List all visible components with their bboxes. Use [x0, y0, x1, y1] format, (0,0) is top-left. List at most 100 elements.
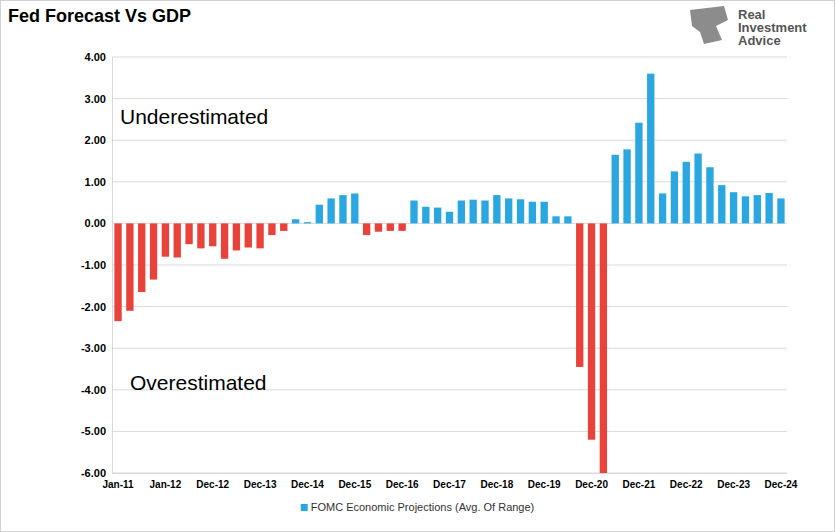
bar — [754, 195, 761, 223]
y-tick-label: 2.00 — [85, 134, 106, 146]
grid-line — [112, 348, 787, 349]
title: Fed Forecast Vs GDP — [8, 6, 191, 26]
bar — [422, 207, 429, 224]
bar — [398, 223, 405, 230]
x-tick-label: Dec-15 — [338, 479, 371, 490]
logo: RealInvestmentAdvice — [690, 6, 807, 48]
bar — [446, 212, 453, 224]
grid-line — [112, 57, 787, 58]
bar — [612, 155, 619, 224]
grid-line — [112, 473, 787, 474]
bar — [174, 223, 181, 257]
bar — [114, 223, 121, 321]
x-tick: Dec-18 — [480, 473, 513, 490]
bar — [185, 223, 192, 244]
legend-item: FOMC Economic Projections (Avg. Of Range… — [301, 501, 535, 513]
x-tick: Dec-19 — [528, 473, 561, 490]
bar — [138, 223, 145, 292]
logo-icon — [690, 6, 728, 44]
bar — [268, 223, 275, 235]
bar — [493, 195, 500, 223]
bar — [742, 196, 749, 223]
bar — [730, 192, 737, 223]
bar — [552, 216, 559, 223]
bar — [410, 201, 417, 224]
bar — [150, 223, 157, 279]
plot: -6.00 -5.00 -4.00 -3.00 -2.00 -1.00 0.00 1.00 2.… — [81, 51, 798, 490]
y-tick: 2.00 — [85, 134, 112, 146]
x-tick-label: Dec-14 — [291, 479, 324, 490]
bar — [635, 123, 642, 224]
x-tick: Dec-15 — [338, 473, 371, 490]
legend-label: FOMC Economic Projections (Avg. Of Range… — [311, 501, 535, 513]
bar — [588, 223, 595, 439]
chart-frame — [1, 1, 835, 532]
y-tick: -1.00 — [81, 259, 112, 271]
bar — [718, 185, 725, 223]
x-tick: Dec-22 — [670, 473, 703, 490]
bar — [375, 223, 382, 231]
y-tick: -4.00 — [81, 384, 112, 396]
bar — [505, 198, 512, 223]
x-tick: Dec-17 — [433, 473, 466, 490]
x-tick-label: Jan-11 — [102, 479, 134, 490]
y-tick: -3.00 — [81, 342, 112, 354]
x-tick: Jan-11 — [102, 473, 134, 490]
y-axis: -6.00 -5.00 -4.00 -3.00 -2.00 -1.00 0.00 1.00 2.… — [81, 51, 113, 479]
x-tick-label: Dec-17 — [433, 479, 466, 490]
x-tick-label: Dec-23 — [717, 479, 750, 490]
bar — [256, 223, 263, 248]
y-tick: 1.00 — [85, 176, 112, 188]
x-tick: Dec-24 — [765, 473, 798, 490]
x-tick: Dec-23 — [717, 473, 750, 490]
y-axis-line — [112, 58, 113, 474]
y-tick-label: -2.00 — [81, 301, 106, 313]
bar — [564, 216, 571, 223]
bar — [292, 219, 299, 223]
chart: Fed Forecast Vs GDP RealInvestmentAdvice -… — [0, 0, 835, 532]
annotation: Overestimated — [130, 371, 267, 394]
bar — [517, 199, 524, 223]
bar — [623, 149, 630, 223]
grid-line — [112, 306, 787, 307]
bar — [777, 198, 784, 223]
bar — [470, 200, 477, 224]
x-axis: Jan-11 Jan-12 Dec-12 Dec-13 Dec-14 Dec-15 Dec-… — [102, 473, 797, 490]
x-tick-label: Dec-19 — [528, 479, 561, 490]
x-tick: Jan-12 — [150, 473, 182, 490]
bar — [434, 208, 441, 224]
bar — [706, 167, 713, 223]
bar — [647, 74, 654, 224]
y-tick-label: -6.00 — [81, 467, 106, 479]
bar — [363, 223, 370, 235]
x-tick-label: Dec-24 — [765, 479, 798, 490]
bar — [221, 223, 228, 258]
bar — [351, 193, 358, 223]
y-tick-label: 0.00 — [85, 217, 106, 229]
bar — [126, 223, 133, 310]
x-tick-label: Dec-18 — [480, 479, 513, 490]
x-tick: Dec-20 — [575, 473, 608, 490]
bar — [458, 201, 465, 224]
y-tick-label: -3.00 — [81, 342, 106, 354]
bar — [209, 223, 216, 246]
bar — [387, 223, 394, 230]
bar — [765, 193, 772, 223]
x-tick-label: Dec-12 — [196, 479, 229, 490]
grid-line — [112, 98, 787, 99]
annotation: Underestimated — [120, 105, 268, 128]
y-tick-label: -1.00 — [81, 259, 106, 271]
x-tick: Dec-16 — [386, 473, 419, 490]
y-tick: 4.00 — [85, 51, 112, 63]
y-tick-label: 3.00 — [85, 93, 106, 105]
bar — [339, 195, 346, 223]
y-tick: -5.00 — [81, 425, 112, 437]
bar — [233, 223, 240, 250]
legend-swatch — [301, 504, 308, 511]
y-tick-label: -5.00 — [81, 425, 106, 437]
x-tick-label: Dec-13 — [244, 479, 277, 490]
y-tick-label: 1.00 — [85, 176, 106, 188]
bar — [683, 162, 690, 224]
bar — [280, 223, 287, 230]
bar — [671, 171, 678, 223]
